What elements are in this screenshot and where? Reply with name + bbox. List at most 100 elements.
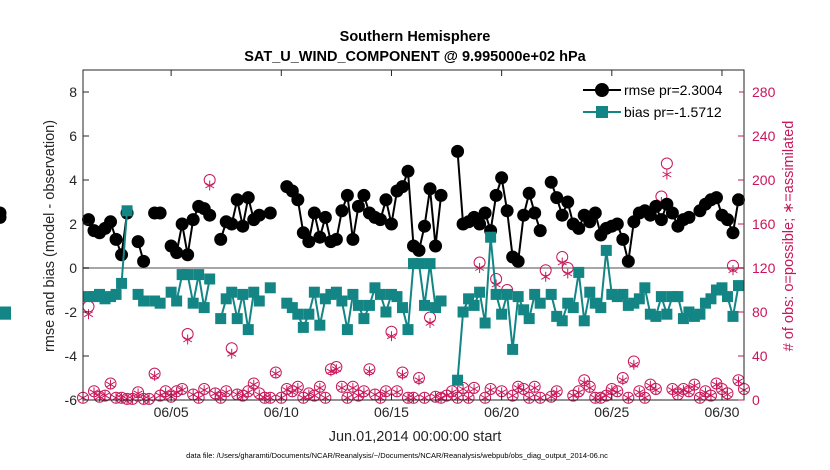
rmse-point	[318, 210, 332, 224]
bias-point	[138, 295, 150, 307]
asterisk-stroke	[640, 394, 650, 401]
obs-possible-marker	[506, 389, 519, 402]
bias-point	[589, 297, 601, 309]
bias-point	[424, 258, 436, 270]
bias-point	[154, 297, 166, 309]
right-tick-label: 120	[752, 260, 776, 276]
rmse-point	[649, 199, 663, 213]
asterisk-stroke	[304, 391, 314, 398]
asterisk-stroke	[733, 378, 744, 385]
obs-assimilated-marker	[447, 387, 457, 398]
asterisk-stroke	[711, 381, 722, 388]
obs-assimilated-marker	[232, 389, 242, 400]
bias-point	[336, 295, 348, 307]
rmse-point	[340, 188, 354, 202]
asterisk-stroke	[436, 394, 446, 401]
obs-assimilated-marker	[359, 387, 369, 398]
obs-assimilated-marker	[458, 384, 468, 394]
asterisk-stroke	[695, 394, 705, 401]
left-tick-label: -2	[65, 304, 78, 320]
rmse-point	[241, 191, 255, 205]
asterisk-stroke	[552, 389, 562, 396]
asterisk-stroke	[232, 391, 242, 398]
rmse-point	[533, 224, 547, 238]
obs-assimilated-marker	[342, 392, 352, 403]
rmse-point	[500, 204, 514, 218]
rmse-point	[225, 217, 239, 231]
obs-assimilated-marker	[337, 382, 347, 393]
right-tick-label: 0	[752, 392, 760, 408]
asterisk-stroke	[293, 384, 303, 391]
obs-assimilated-marker	[601, 390, 611, 401]
rmse-point	[517, 208, 531, 222]
obs-assimilated-marker	[728, 265, 738, 276]
obs-assimilated-marker	[227, 348, 237, 359]
rmse-point	[82, 213, 96, 227]
obs-assimilated-marker	[177, 385, 187, 396]
obs-possible-marker	[622, 391, 635, 404]
rmse-point	[401, 164, 415, 178]
asterisk-stroke	[188, 391, 198, 398]
bias-point	[292, 308, 304, 320]
bias-point	[655, 291, 667, 303]
bias-point	[688, 310, 700, 322]
obs-assimilated-marker	[480, 392, 490, 403]
bias-point	[435, 295, 447, 307]
asterisk-stroke	[717, 387, 727, 394]
asterisk-stroke	[161, 389, 171, 396]
rmse-point	[214, 232, 228, 246]
obs-assimilated-marker	[326, 366, 336, 377]
bias-point	[396, 302, 408, 314]
asterisk-stroke	[249, 381, 259, 388]
bias-series	[0, 205, 744, 386]
rmse-point	[423, 182, 437, 196]
bias-point	[507, 343, 519, 355]
asterisk-stroke	[728, 267, 738, 274]
asterisk-stroke	[486, 387, 496, 394]
rmse-point	[302, 235, 316, 249]
rmse-point	[313, 230, 327, 244]
obs-assimilated-marker	[364, 366, 375, 377]
obs-assimilated-marker	[116, 392, 127, 403]
asterisk-stroke	[579, 379, 589, 386]
asterisk-stroke	[370, 391, 380, 398]
asterisk-stroke	[150, 372, 160, 379]
obs-assimilated-marker	[265, 392, 275, 403]
obs-assimilated-marker	[607, 385, 617, 396]
obs-assimilated-marker	[287, 387, 297, 398]
obs-assimilated-marker	[541, 271, 551, 282]
asterisk-stroke	[607, 387, 617, 394]
obs-assimilated-marker	[392, 387, 402, 398]
rmse-point	[616, 232, 630, 246]
asterisk-stroke	[172, 389, 182, 396]
rmse-point	[357, 188, 371, 202]
bias-point	[721, 291, 733, 303]
bias-point	[485, 231, 497, 243]
asterisk-stroke	[497, 389, 507, 396]
rmse-point	[104, 215, 118, 229]
bias-point	[606, 288, 618, 300]
obs-assimilated-marker	[513, 382, 523, 393]
obs-assimilated-marker	[695, 392, 705, 403]
obs-assimilated-marker	[150, 370, 160, 381]
left-tick-label: 0	[69, 260, 77, 276]
bias-point	[149, 295, 161, 307]
obs-assimilated-marker	[557, 257, 567, 268]
asterisk-stroke	[309, 392, 319, 399]
obs-assimilated-marker	[408, 392, 419, 403]
bias-point	[716, 282, 728, 294]
obs-assimilated-marker	[579, 377, 589, 388]
bias-point	[672, 291, 684, 303]
obs-possible-marker	[275, 391, 288, 404]
obs-assimilated-marker	[524, 392, 534, 403]
obs-assimilated-marker	[618, 375, 628, 386]
rmse-point	[395, 180, 409, 194]
obs-assimilated-marker	[684, 387, 694, 398]
bias-point	[165, 286, 177, 298]
bias-point	[391, 291, 403, 303]
obs-assimilated-marker	[464, 392, 474, 403]
rmse-point	[131, 235, 145, 249]
asterisk-stroke	[585, 384, 595, 391]
asterisk-stroke	[684, 389, 694, 396]
